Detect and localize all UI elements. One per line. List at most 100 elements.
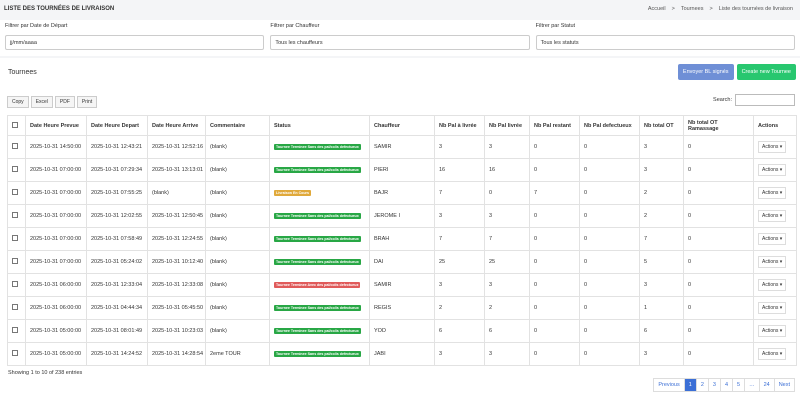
cell: 2025-10-31 04:44:34 bbox=[86, 296, 148, 320]
breadcrumb-item[interactable]: Tournees bbox=[680, 6, 704, 12]
cell: Tournee Terminee Sans des pal/colis defe… bbox=[269, 227, 370, 251]
separator: > bbox=[709, 6, 713, 12]
checkbox[interactable] bbox=[12, 327, 18, 333]
status-badge: Livraison En Cours bbox=[274, 190, 311, 196]
cell: 2025-10-31 06:00:00 bbox=[25, 273, 87, 297]
cell: 2 bbox=[639, 204, 684, 228]
button[interactable]: Create new Tournee bbox=[736, 64, 796, 80]
export-button[interactable]: PDF bbox=[54, 96, 75, 108]
actions-button[interactable]: Actions ▾ bbox=[758, 302, 787, 314]
cell: 0 bbox=[579, 135, 640, 159]
page-link[interactable]: 24 bbox=[758, 378, 775, 392]
card: Tournees Envoyer BL signés Create new Tou… bbox=[0, 58, 800, 400]
checkbox[interactable] bbox=[12, 212, 18, 218]
filter-label: Filtrer par Chauffeur bbox=[270, 23, 320, 29]
header-cell: Date Heure Prevue bbox=[25, 115, 87, 136]
cell bbox=[7, 181, 26, 205]
checkbox[interactable] bbox=[12, 235, 18, 241]
checkbox[interactable] bbox=[12, 121, 18, 128]
cell: 3 bbox=[639, 135, 684, 159]
checkbox[interactable] bbox=[12, 143, 18, 149]
header-cell: Nb Pal livrée bbox=[484, 115, 530, 136]
actions-button[interactable]: Actions ▾ bbox=[758, 210, 787, 222]
actions-button[interactable]: Actions ▾ bbox=[758, 279, 787, 291]
filter-input[interactable]: Tous les chauffeurs bbox=[270, 35, 530, 50]
cell: 2025-10-31 12:33:04 bbox=[86, 273, 148, 297]
cell: Tournee Terminee Avec des pal/colis defe… bbox=[269, 273, 370, 297]
row: 2025-10-31 14:50:00 2025-10-31 12:43:21 20… bbox=[7, 135, 797, 159]
actions-button[interactable]: Actions ▾ bbox=[758, 325, 787, 337]
cell: 0 bbox=[579, 319, 640, 343]
actions-button[interactable]: Actions ▾ bbox=[758, 187, 787, 199]
cell: 3 bbox=[484, 135, 530, 159]
actions-button[interactable]: Actions ▾ bbox=[758, 141, 787, 153]
page-link[interactable]: Next bbox=[773, 378, 795, 392]
caret: ▾ bbox=[778, 144, 783, 150]
actions-button[interactable]: Actions ▾ bbox=[758, 233, 787, 245]
cell: Tournee Terminee Sans des pal/colis defe… bbox=[269, 319, 370, 343]
cell: 0 bbox=[683, 273, 754, 297]
header-cell: Nb total OT Ramassage bbox=[683, 115, 754, 136]
button[interactable]: Envoyer BL signés bbox=[677, 64, 734, 80]
breadcrumb-item[interactable]: Accueil bbox=[647, 6, 666, 12]
cell: 2025-10-31 07:00:00 bbox=[25, 204, 87, 228]
status-badge: Tournee Terminee Sans des pal/colis defe… bbox=[274, 351, 361, 357]
row: 2025-10-31 07:00:00 2025-10-31 12:02:55 20… bbox=[7, 204, 797, 228]
checkbox[interactable] bbox=[12, 350, 18, 356]
page-link[interactable]: Previous bbox=[653, 378, 685, 392]
header-cell: Date Heure Depart bbox=[86, 115, 148, 136]
cell: JABI bbox=[369, 342, 435, 366]
page-link[interactable]: … bbox=[744, 378, 760, 392]
checkbox[interactable] bbox=[12, 166, 18, 172]
header-cell: Chauffeur bbox=[369, 115, 435, 136]
row: 2025-10-31 05:00:00 2025-10-31 08:01:49 20… bbox=[7, 319, 797, 343]
cell: 2025-10-31 14:50:00 bbox=[25, 135, 87, 159]
filter-input[interactable]: Tous les statuts bbox=[535, 35, 795, 50]
actions-label: Actions bbox=[762, 305, 779, 311]
filter-input[interactable]: jj/mm/aaaa bbox=[5, 35, 265, 50]
actions-label: Actions bbox=[762, 213, 779, 219]
cell: 0 bbox=[683, 296, 754, 320]
cell: 0 bbox=[529, 135, 580, 159]
caret: ▾ bbox=[778, 328, 783, 334]
cell: Tournee Terminee Sans des pal/colis defe… bbox=[269, 135, 370, 159]
cell: 2025-10-31 07:00:00 bbox=[25, 181, 87, 205]
checkbox[interactable] bbox=[12, 281, 18, 287]
caret: ▾ bbox=[778, 305, 783, 311]
search-input[interactable] bbox=[735, 94, 795, 106]
cell: 0 bbox=[579, 342, 640, 366]
cell: Tournee Terminee Sans des pal/colis defe… bbox=[269, 158, 370, 182]
checkbox[interactable] bbox=[12, 258, 18, 264]
actions-label: Actions bbox=[762, 259, 779, 265]
table: Date Heure Prevue Date Heure Depart Date H… bbox=[7, 115, 797, 366]
checkbox[interactable] bbox=[12, 304, 18, 310]
cell: 2025-10-31 14:24:52 bbox=[86, 342, 148, 366]
actions-label: Actions bbox=[762, 167, 779, 173]
cell: 2025-10-31 05:00:00 bbox=[25, 342, 87, 366]
cell: 2025-10-31 12:24:55 bbox=[147, 227, 206, 251]
cell: 0 bbox=[529, 158, 580, 182]
header-cell: Nb Pal restant bbox=[529, 115, 580, 136]
cell: 7 bbox=[639, 227, 684, 251]
cell: 3 bbox=[639, 342, 684, 366]
checkbox[interactable] bbox=[12, 189, 18, 195]
cell: (blank) bbox=[205, 181, 270, 205]
actions-button[interactable]: Actions ▾ bbox=[758, 256, 787, 268]
cell: PIERI bbox=[369, 158, 435, 182]
cell: 2025-10-31 07:00:00 bbox=[25, 250, 87, 274]
export-button[interactable]: Excel bbox=[30, 96, 53, 108]
cell: SAMIR bbox=[369, 273, 435, 297]
actions-button[interactable]: Actions ▾ bbox=[758, 164, 787, 176]
cell: 1 bbox=[639, 296, 684, 320]
caret: ▾ bbox=[778, 282, 783, 288]
breadcrumb-item: Liste des tournées de livraison bbox=[718, 6, 793, 12]
actions-button[interactable]: Actions ▾ bbox=[758, 348, 787, 360]
caret: ▾ bbox=[778, 213, 783, 219]
caret: ▾ bbox=[778, 190, 783, 196]
cell: Actions ▾ bbox=[753, 342, 797, 366]
header-cell: Nb Pal defectueux bbox=[579, 115, 640, 136]
cell: Tournee Terminee Sans des pal/colis defe… bbox=[269, 342, 370, 366]
header-cell: Actions bbox=[753, 115, 797, 136]
export-button[interactable]: Copy bbox=[7, 96, 29, 108]
export-button[interactable]: Print bbox=[76, 96, 98, 108]
